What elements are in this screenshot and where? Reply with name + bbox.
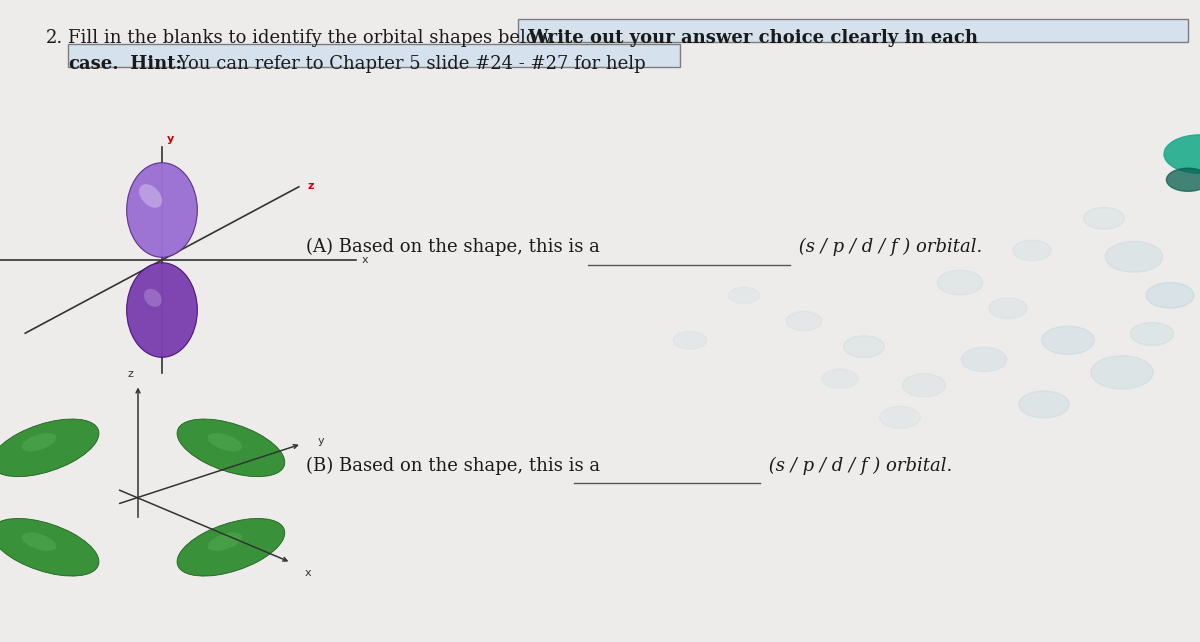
Text: case.: case. [68, 55, 119, 73]
Ellipse shape [178, 519, 284, 576]
Circle shape [880, 406, 920, 428]
Circle shape [1105, 241, 1163, 272]
Circle shape [1164, 135, 1200, 173]
Circle shape [1130, 322, 1174, 345]
Text: Hint:: Hint: [124, 55, 181, 73]
Text: y: y [167, 134, 174, 144]
Text: Write out your answer choice clearly in each: Write out your answer choice clearly in … [522, 29, 978, 47]
FancyBboxPatch shape [68, 44, 680, 67]
Circle shape [989, 298, 1027, 318]
Text: z: z [308, 180, 314, 191]
Circle shape [937, 270, 983, 295]
Circle shape [844, 336, 884, 358]
Text: Fill in the blanks to identify the orbital shapes below.: Fill in the blanks to identify the orbit… [68, 29, 556, 47]
Circle shape [1084, 207, 1124, 229]
Ellipse shape [22, 433, 56, 451]
Circle shape [728, 287, 760, 304]
Text: x: x [305, 568, 312, 578]
Text: z: z [128, 369, 133, 379]
Text: 2.: 2. [46, 29, 62, 47]
Text: (B) Based on the shape, this is a: (B) Based on the shape, this is a [306, 456, 600, 474]
Circle shape [1013, 240, 1051, 261]
Ellipse shape [144, 289, 162, 307]
Text: y: y [318, 436, 324, 446]
Text: (s / p / d / f ) orbital.: (s / p / d / f ) orbital. [763, 456, 953, 474]
Ellipse shape [127, 263, 197, 358]
Ellipse shape [208, 433, 242, 451]
Ellipse shape [0, 419, 98, 476]
Circle shape [786, 311, 822, 331]
Circle shape [1146, 282, 1194, 308]
Text: (A) Based on the shape, this is a: (A) Based on the shape, this is a [306, 238, 600, 256]
Ellipse shape [208, 532, 242, 551]
Ellipse shape [178, 419, 284, 476]
Ellipse shape [127, 162, 197, 257]
Ellipse shape [22, 532, 56, 551]
Ellipse shape [0, 519, 98, 576]
Circle shape [1042, 326, 1094, 354]
Circle shape [961, 347, 1007, 372]
Text: x: x [361, 255, 368, 265]
FancyBboxPatch shape [518, 19, 1188, 42]
Ellipse shape [139, 184, 162, 208]
Circle shape [902, 374, 946, 397]
Circle shape [822, 369, 858, 388]
Circle shape [1091, 356, 1153, 389]
Text: You can refer to Chapter 5 slide #24 - #27 for help: You can refer to Chapter 5 slide #24 - #… [172, 55, 646, 73]
Circle shape [673, 331, 707, 349]
Circle shape [1166, 168, 1200, 191]
Text: (s / p / d / f ) orbital.: (s / p / d / f ) orbital. [793, 238, 983, 256]
Circle shape [1019, 391, 1069, 418]
